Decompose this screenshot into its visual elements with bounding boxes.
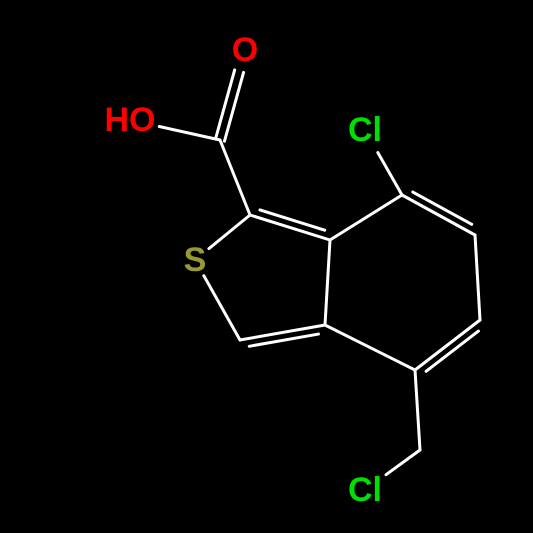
atom-Cl_bot: Cl	[348, 471, 382, 509]
atom-S: S	[184, 241, 207, 279]
atom-O_top: O	[232, 31, 258, 69]
atoms-layer: O HO Cl S Cl	[105, 31, 383, 509]
molecule-diagram: O HO Cl S Cl	[0, 0, 533, 533]
atom-OH: HO	[105, 101, 156, 139]
atom-Cl_top: Cl	[348, 111, 382, 149]
bonds-layer	[159, 70, 480, 475]
